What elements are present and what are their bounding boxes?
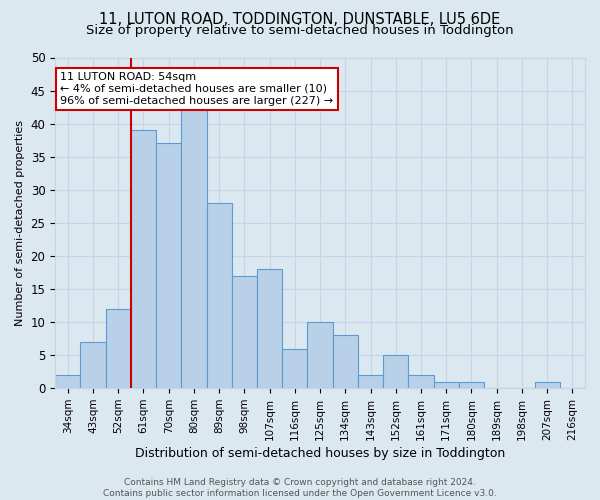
- Bar: [206, 203, 232, 388]
- Bar: [358, 375, 383, 388]
- Bar: [257, 269, 282, 388]
- Text: Size of property relative to semi-detached houses in Toddington: Size of property relative to semi-detach…: [86, 24, 514, 37]
- Bar: [55, 375, 80, 388]
- Bar: [232, 276, 257, 388]
- Bar: [307, 322, 332, 388]
- Bar: [332, 336, 358, 388]
- Bar: [434, 382, 459, 388]
- Bar: [459, 382, 484, 388]
- Text: 11, LUTON ROAD, TODDINGTON, DUNSTABLE, LU5 6DE: 11, LUTON ROAD, TODDINGTON, DUNSTABLE, L…: [100, 12, 500, 28]
- X-axis label: Distribution of semi-detached houses by size in Toddington: Distribution of semi-detached houses by …: [135, 447, 505, 460]
- Bar: [535, 382, 560, 388]
- Bar: [156, 144, 181, 388]
- Bar: [106, 309, 131, 388]
- Text: Contains HM Land Registry data © Crown copyright and database right 2024.
Contai: Contains HM Land Registry data © Crown c…: [103, 478, 497, 498]
- Bar: [80, 342, 106, 388]
- Bar: [409, 375, 434, 388]
- Bar: [282, 348, 307, 388]
- Bar: [383, 355, 409, 388]
- Bar: [131, 130, 156, 388]
- Text: 11 LUTON ROAD: 54sqm
← 4% of semi-detached houses are smaller (10)
96% of semi-d: 11 LUTON ROAD: 54sqm ← 4% of semi-detach…: [61, 72, 334, 106]
- Y-axis label: Number of semi-detached properties: Number of semi-detached properties: [15, 120, 25, 326]
- Bar: [181, 110, 206, 388]
